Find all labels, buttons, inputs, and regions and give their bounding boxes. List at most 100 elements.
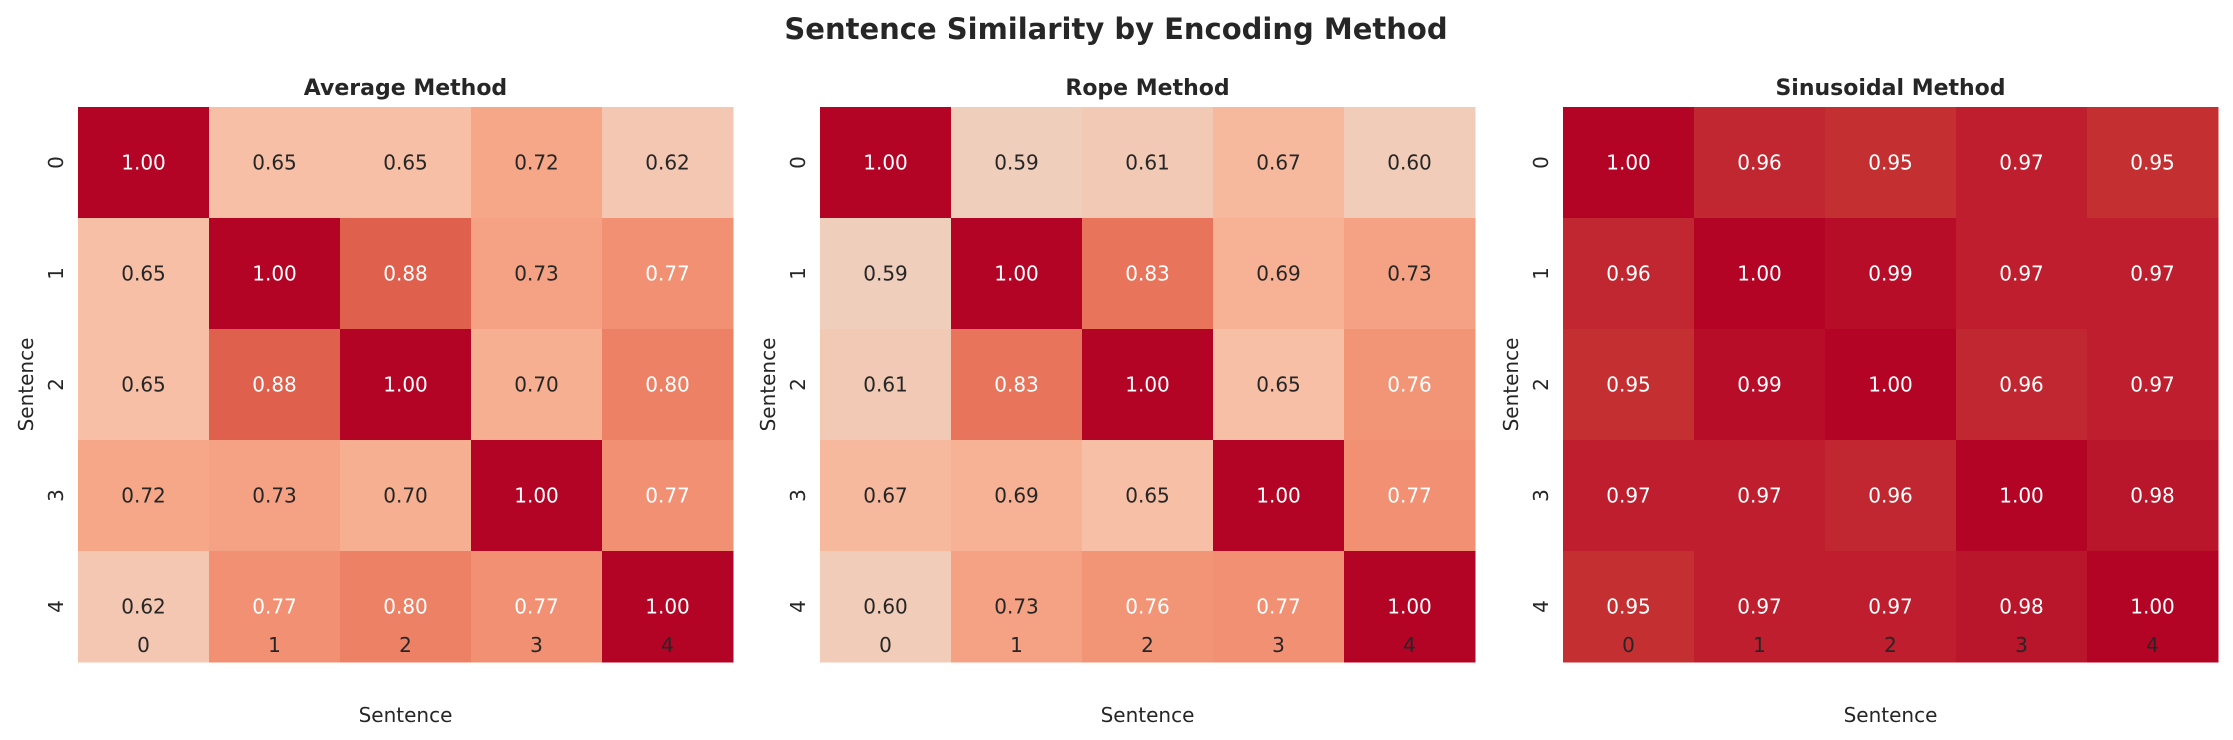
y-tick-label: 0 <box>44 156 68 169</box>
x-tick-label: 4 <box>661 633 674 657</box>
cell-annotation: 0.72 <box>514 151 559 175</box>
cell-annotation: 0.95 <box>2130 151 2175 175</box>
heatmap-cell <box>602 329 734 441</box>
cell-annotation: 0.77 <box>645 262 690 286</box>
cell-annotation: 1.00 <box>1737 262 1782 286</box>
heatmap-cell <box>1344 107 1476 219</box>
cell-annotation: 0.98 <box>2130 484 2175 508</box>
heatmap-cell <box>951 107 1083 219</box>
y-tick-label: 2 <box>1529 378 1553 391</box>
heatmap-cell <box>1563 329 1695 441</box>
cell-annotation: 0.97 <box>2130 262 2175 286</box>
cell-annotation: 0.88 <box>252 373 297 397</box>
x-tick-label: 2 <box>399 633 412 657</box>
x-tick-label: 0 <box>137 633 150 657</box>
cell-annotation: 1.00 <box>252 262 297 286</box>
cell-annotation: 0.70 <box>383 484 428 508</box>
heatmap-cell <box>1694 440 1826 552</box>
cell-annotation: 0.59 <box>863 262 908 286</box>
cell-annotation: 0.98 <box>1999 595 2044 619</box>
heatmap-cell <box>1344 440 1476 552</box>
heatmap-cell <box>1563 107 1695 219</box>
cell-annotation: 1.00 <box>1387 595 1432 619</box>
heatmap-panel: Rope Method 1.00 0.59 0.61 0.67 0.60 0.59 1.00 0… <box>756 76 1476 727</box>
cell-annotation: 1.00 <box>1999 484 2044 508</box>
x-tick-label: 1 <box>1753 633 1766 657</box>
heatmap-cell <box>209 107 341 219</box>
cell-annotation: 1.00 <box>994 262 1039 286</box>
x-tick-label: 3 <box>530 633 543 657</box>
cell-annotation: 0.62 <box>121 595 166 619</box>
x-tick-label: 0 <box>1622 633 1635 657</box>
x-axis-label: Sentence <box>1844 703 1938 727</box>
cell-annotation: 0.70 <box>514 373 559 397</box>
heatmap-cell <box>602 551 734 663</box>
cell-annotation: 1.00 <box>514 484 559 508</box>
y-tick-label: 0 <box>786 156 810 169</box>
cell-annotation: 0.95 <box>1606 373 1651 397</box>
heatmap-cell <box>820 551 952 663</box>
panel-title: Average Method <box>304 76 507 101</box>
cell-annotation: 1.00 <box>121 151 166 175</box>
x-tick-label: 4 <box>1403 633 1416 657</box>
cell-annotation: 0.65 <box>252 151 297 175</box>
cell-annotation: 0.61 <box>863 373 908 397</box>
figure-title: Sentence Similarity by Encoding Method <box>784 12 1447 46</box>
heatmap-cell <box>1825 218 1957 330</box>
heatmap-cell <box>1344 551 1476 663</box>
heatmap-cell <box>1694 107 1826 219</box>
heatmap-cell <box>1344 218 1476 330</box>
heatmap-cell <box>1082 329 1214 441</box>
y-tick-label: 3 <box>786 489 810 502</box>
cell-annotation: 0.69 <box>1256 262 1301 286</box>
heatmap-cell <box>471 107 603 219</box>
cell-annotation: 0.65 <box>383 151 428 175</box>
cell-annotation: 0.73 <box>514 262 559 286</box>
heatmap-cell <box>78 551 210 663</box>
panel-title: Rope Method <box>1065 76 1229 101</box>
heatmap-cell <box>471 329 603 441</box>
heatmap-cell <box>602 218 734 330</box>
heatmap-cell <box>1825 551 1957 663</box>
heatmap-cell <box>340 107 472 219</box>
heatmap-cell <box>1082 107 1214 219</box>
heatmap-cell <box>2087 218 2219 330</box>
y-tick-label: 3 <box>44 489 68 502</box>
heatmap-cell <box>78 218 210 330</box>
heatmap-cell <box>2087 440 2219 552</box>
x-tick-label: 0 <box>879 633 892 657</box>
heatmap-cell <box>78 329 210 441</box>
heatmap-cell <box>209 440 341 552</box>
heatmap-cell <box>1956 440 2088 552</box>
x-axis-label: Sentence <box>359 703 453 727</box>
heatmap-cell <box>1956 218 2088 330</box>
y-tick-label: 0 <box>1529 156 1553 169</box>
cell-annotation: 0.65 <box>121 262 166 286</box>
cell-annotation: 0.80 <box>383 595 428 619</box>
cell-annotation: 0.77 <box>645 484 690 508</box>
cell-annotation: 0.72 <box>121 484 166 508</box>
cell-annotation: 1.00 <box>1868 373 1913 397</box>
cell-annotation: 0.65 <box>1256 373 1301 397</box>
heatmap-cell <box>1563 218 1695 330</box>
heatmap-cell <box>1213 329 1345 441</box>
cell-annotation: 1.00 <box>1125 373 1170 397</box>
cell-annotation: 0.97 <box>1868 595 1913 619</box>
cell-annotation: 0.95 <box>1868 151 1913 175</box>
heatmap-cell <box>820 218 952 330</box>
y-axis-label: Sentence <box>14 338 38 432</box>
cell-annotation: 1.00 <box>863 151 908 175</box>
x-axis-label: Sentence <box>1101 703 1195 727</box>
cell-annotation: 0.73 <box>1387 262 1432 286</box>
heatmap-cell <box>1825 329 1957 441</box>
heatmap-cell <box>2087 329 2219 441</box>
heatmap-cell <box>340 329 472 441</box>
heatmap-cell <box>340 440 472 552</box>
heatmap-cell <box>1213 218 1345 330</box>
cell-annotation: 0.59 <box>994 151 1039 175</box>
heatmap-cell <box>1694 551 1826 663</box>
heatmap-cell <box>1825 440 1957 552</box>
heatmap-cell <box>1213 551 1345 663</box>
cell-annotation: 0.65 <box>121 373 166 397</box>
